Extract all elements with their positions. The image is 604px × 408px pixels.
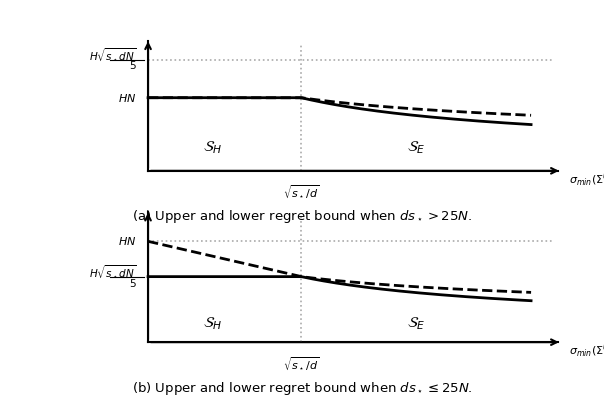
Text: (a) Upper and lower regret bound when $ds_\star > 25N$.: (a) Upper and lower regret bound when $d… — [132, 208, 472, 225]
Text: $\mathcal{S}_E$: $\mathcal{S}_E$ — [407, 315, 425, 332]
Text: $HN$: $HN$ — [118, 92, 137, 104]
Text: $\sigma_{min}(\Sigma^U, s_\star)$: $\sigma_{min}(\Sigma^U, s_\star)$ — [570, 342, 604, 360]
Text: $\sqrt{s_\star/d}$: $\sqrt{s_\star/d}$ — [283, 355, 320, 372]
Text: $\sigma_{min}(\Sigma^U, s_\star)$: $\sigma_{min}(\Sigma^U, s_\star)$ — [570, 171, 604, 189]
Text: $\sqrt{s_\star/d}$: $\sqrt{s_\star/d}$ — [283, 184, 320, 200]
Text: (b) Upper and lower regret bound when $ds_\star \leq 25N$.: (b) Upper and lower regret bound when $d… — [132, 380, 472, 397]
Text: $\mathcal{S}_H$: $\mathcal{S}_H$ — [202, 315, 222, 332]
Text: $H\sqrt{s_\star dN}$: $H\sqrt{s_\star dN}$ — [89, 47, 137, 63]
Text: $\mathcal{S}_H$: $\mathcal{S}_H$ — [202, 140, 222, 157]
Text: $\mathcal{S}_E$: $\mathcal{S}_E$ — [407, 140, 425, 157]
Text: $H\sqrt{s_\star dN}$: $H\sqrt{s_\star dN}$ — [89, 263, 137, 280]
Text: $5$: $5$ — [129, 277, 137, 289]
Text: $5$: $5$ — [129, 59, 137, 71]
Text: $HN$: $HN$ — [118, 235, 137, 247]
